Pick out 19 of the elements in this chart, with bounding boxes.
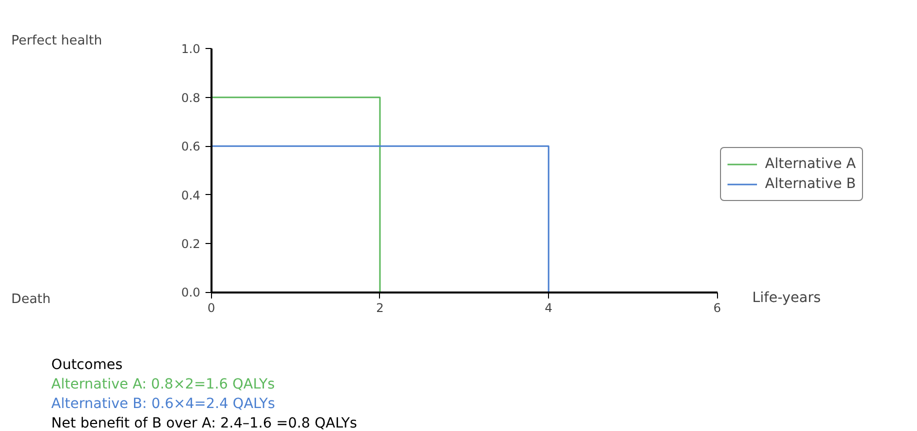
- text: Death: [11, 292, 51, 308]
- y-tick-label: 0.4: [181, 188, 200, 202]
- x-tick-label: 4: [544, 301, 552, 316]
- x-tick-label: 6: [713, 301, 722, 316]
- text: Alternative B: 0.6×4=2.4 QALYs: [51, 396, 276, 412]
- y-tick-label: 0.8: [181, 90, 200, 105]
- text: Outcomes: [51, 357, 123, 374]
- text: Perfect health: [11, 34, 102, 49]
- legend-label: Alternative A: [765, 156, 856, 172]
- text: Alternative A: 0.8×2=1.6 QALYs: [51, 376, 275, 393]
- y-tick-label: 0.2: [181, 236, 200, 251]
- x-axis-title: Life-years: [752, 290, 821, 306]
- y-tick-label: 0.0: [181, 286, 200, 300]
- y-tick-label: 1.0: [181, 42, 200, 56]
- text: Net benefit of B over A: 2.4–1.6 =0.8 QALYs: [51, 416, 358, 431]
- legend-label: Alternative B: [765, 176, 856, 192]
- x-tick-label: 2: [376, 301, 384, 316]
- x-tick-label: 0: [207, 301, 216, 316]
- y-tick-label: 0.6: [181, 140, 200, 154]
